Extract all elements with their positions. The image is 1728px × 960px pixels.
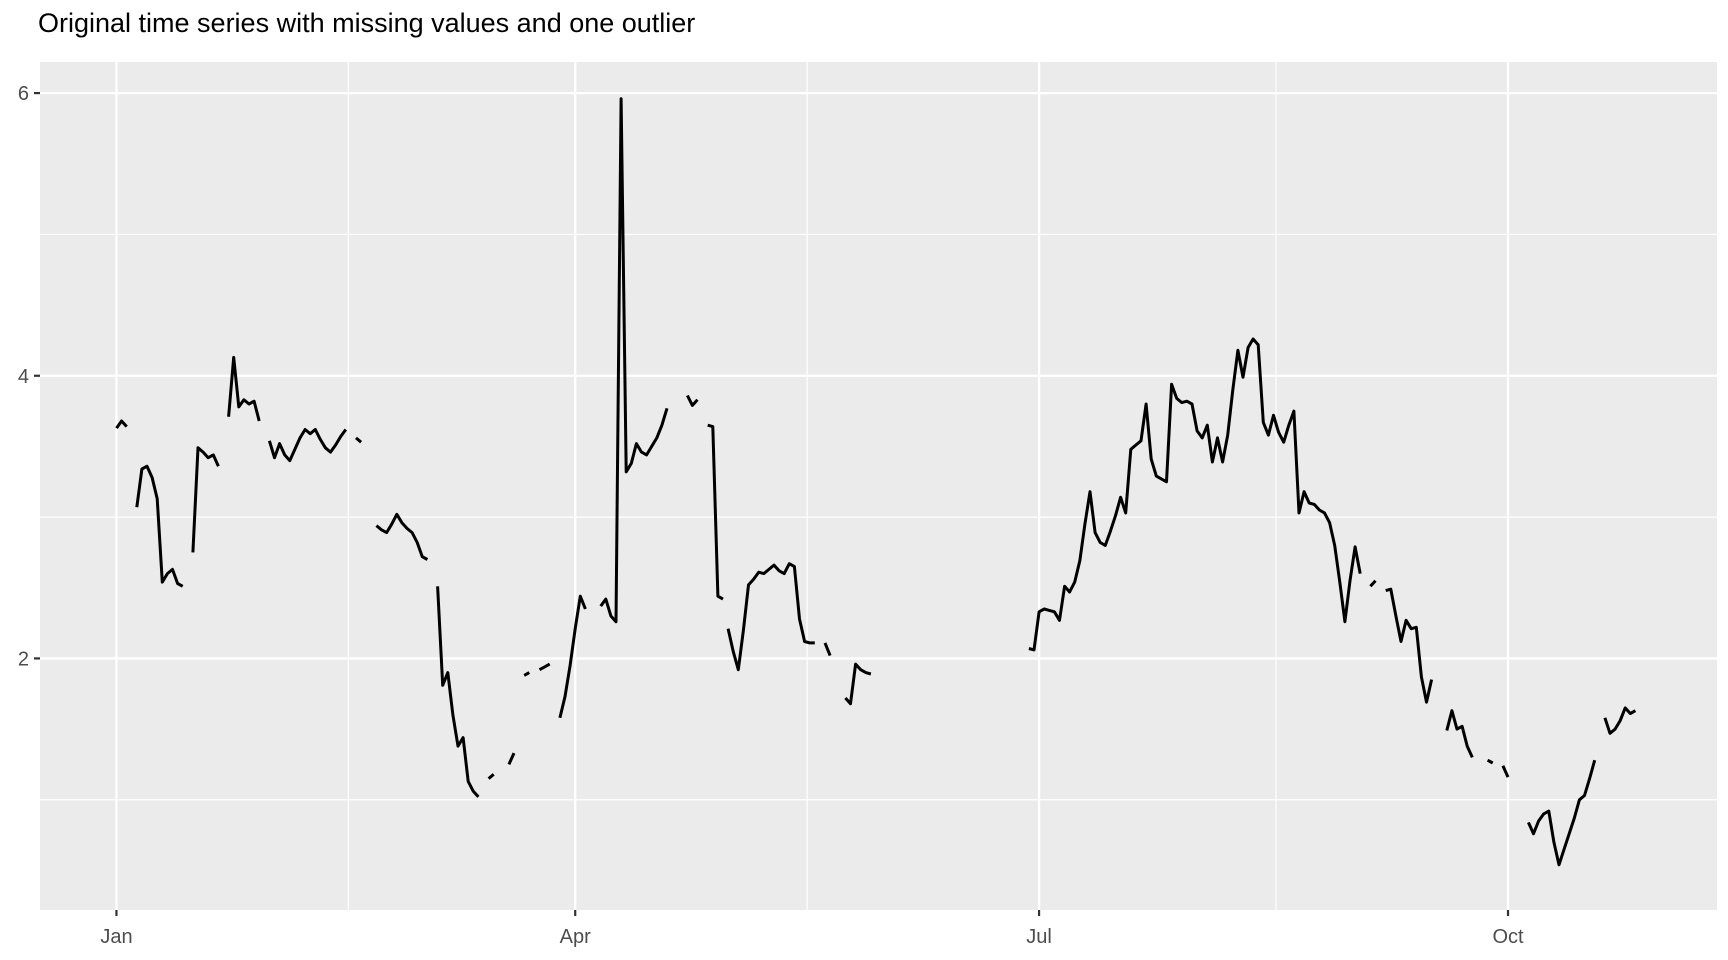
series-line [523, 671, 531, 677]
series-line [1445, 709, 1474, 759]
x-axis-label: Apr [560, 926, 591, 948]
series-line [1486, 758, 1494, 765]
y-axis-label: 6 [18, 83, 29, 105]
series-line [1385, 587, 1434, 704]
y-axis-label: 2 [18, 648, 29, 670]
series-line [1501, 765, 1510, 778]
series-line [135, 464, 184, 588]
x-axis-label: Oct [1492, 926, 1524, 948]
series-line [726, 562, 815, 672]
series-line [1369, 579, 1377, 588]
plot-panel [40, 62, 1717, 910]
series-line [487, 773, 495, 780]
series-line [355, 436, 363, 444]
series-line [844, 662, 872, 706]
series-line [1527, 759, 1597, 867]
series-line [191, 446, 220, 553]
series-line [267, 428, 348, 463]
series-line [823, 642, 832, 657]
x-axis-label: Jul [1026, 926, 1052, 948]
x-axis-label: Jan [100, 926, 132, 948]
y-axis-label: 4 [18, 366, 29, 388]
series-line [558, 594, 587, 719]
series-line [538, 662, 551, 672]
series-line [1603, 706, 1637, 735]
series-line [375, 512, 429, 561]
series-line [707, 423, 724, 601]
series-line [436, 586, 480, 798]
series-line [115, 419, 128, 429]
series-line [1028, 337, 1362, 652]
series-line [227, 355, 261, 422]
chart-title: Original time series with missing values… [38, 8, 696, 38]
series-line [686, 394, 699, 407]
series-line [599, 97, 669, 624]
series-line [507, 752, 516, 766]
